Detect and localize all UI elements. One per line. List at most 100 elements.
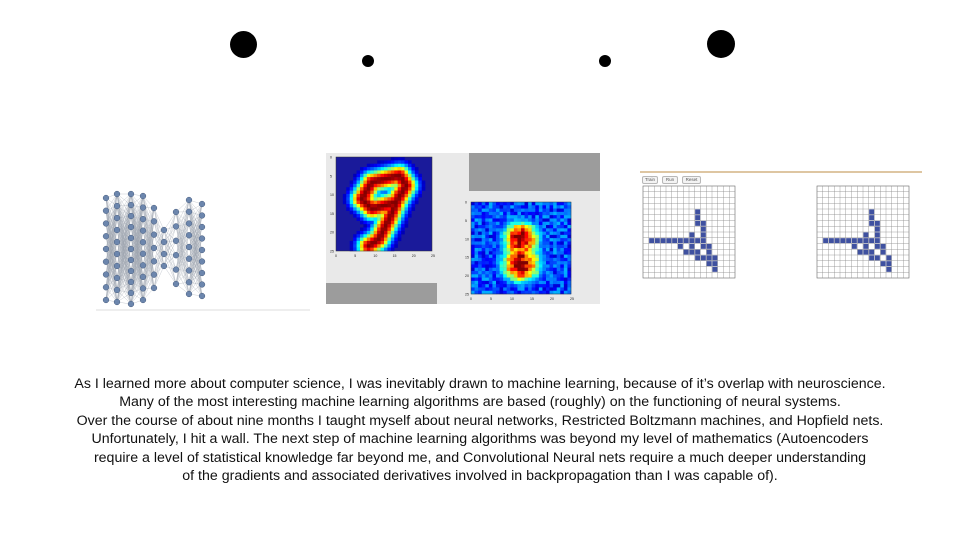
network-node xyxy=(150,218,158,225)
network-node xyxy=(160,226,168,234)
bottom-heatmap-x-tick-label: 10 xyxy=(510,297,514,301)
network-node xyxy=(127,234,135,242)
hopfield-cell xyxy=(677,238,683,244)
hopfield-cell xyxy=(660,238,666,244)
hopfield-cell xyxy=(851,238,857,244)
caption-line: Unfortunately, I hit a wall. The next st… xyxy=(91,431,869,448)
top-heatmap-y-tick-label: 25 xyxy=(330,250,334,254)
hopfield-cell xyxy=(886,266,892,272)
network-node xyxy=(198,235,206,242)
reconstruction-heatmap xyxy=(470,201,572,295)
hopfield-cell xyxy=(706,255,712,261)
hopfield-grids xyxy=(640,171,922,279)
hopfield-cell xyxy=(834,238,840,244)
hopfield-cell xyxy=(863,238,869,244)
hopfield-cell xyxy=(706,261,712,267)
network-node xyxy=(102,284,110,291)
bottom-heatmap-y-tick-label: 15 xyxy=(465,256,469,260)
network-node xyxy=(139,296,147,304)
hopfield-cell xyxy=(672,238,678,244)
hopfield-cell xyxy=(869,255,875,261)
neural-network-figure xyxy=(96,188,310,312)
network-node xyxy=(139,192,147,200)
bottom-heatmap-x-tick-label: 15 xyxy=(530,297,534,301)
hopfield-cell xyxy=(869,209,875,215)
hopfield-cell xyxy=(666,238,672,244)
hopfield-button-train[interactable]: Train xyxy=(642,176,658,184)
network-node xyxy=(198,269,206,277)
bottom-heatmap-y-tick-label: 10 xyxy=(465,237,469,241)
hopfield-cell xyxy=(846,238,852,244)
network-node xyxy=(113,262,121,270)
hopfield-cell xyxy=(712,255,718,261)
hopfield-cell xyxy=(695,220,701,226)
hopfield-cell xyxy=(880,249,886,255)
hopfield-cell xyxy=(700,243,706,249)
hopfield-cell xyxy=(857,238,863,244)
network-node xyxy=(127,212,135,220)
caption-line: Over the course of about nine months I t… xyxy=(76,412,884,429)
top-heatmap-y-tick-label: 5 xyxy=(330,174,332,178)
hopfield-cell xyxy=(677,243,683,249)
network-node xyxy=(172,237,180,244)
network-node xyxy=(172,208,180,216)
hopfield-cell xyxy=(700,255,706,261)
network-node xyxy=(139,250,147,257)
network-node xyxy=(127,201,135,209)
hopfield-cell xyxy=(706,243,712,249)
hopfield-cell xyxy=(649,238,655,244)
hopfield-cell xyxy=(828,238,834,244)
network-node xyxy=(150,284,158,292)
hopfield-cell xyxy=(874,232,880,238)
hopfield-cell xyxy=(863,232,869,238)
network-node xyxy=(127,223,135,231)
network-node xyxy=(172,280,180,288)
bottom-heatmap-y-tick-label: 0 xyxy=(465,201,467,205)
network-node xyxy=(127,190,135,198)
hopfield-cell xyxy=(695,238,701,244)
caption-line: of the gradients and associated derivati… xyxy=(182,468,778,485)
hopfield-input-grid xyxy=(642,185,736,279)
network-node xyxy=(102,220,110,227)
hopfield-cell xyxy=(823,238,829,244)
network-node xyxy=(102,194,110,202)
hopfield-cell xyxy=(689,249,695,255)
network-node xyxy=(102,233,110,240)
bottom-heatmap-x-tick-label: 5 xyxy=(490,297,492,301)
top-heatmap-x-tick-label: 15 xyxy=(393,254,397,258)
network-node xyxy=(113,286,121,294)
network-node xyxy=(185,267,193,274)
hopfield-cell xyxy=(712,261,718,267)
hopfield-cell xyxy=(683,238,689,244)
network-node xyxy=(172,252,180,259)
network-node xyxy=(185,208,193,215)
network-node xyxy=(113,250,121,258)
top-heatmap-y-tick-label: 0 xyxy=(330,156,332,160)
decorative-dot xyxy=(599,55,611,67)
hopfield-cell xyxy=(700,232,706,238)
network-node xyxy=(160,238,168,246)
gray-block xyxy=(326,283,437,304)
network-node xyxy=(150,231,158,238)
hopfield-button-reset[interactable]: Reset xyxy=(682,176,701,184)
top-heatmap-y-tick-label: 15 xyxy=(330,212,334,216)
hopfield-button-run[interactable]: Run xyxy=(662,176,678,184)
neural-network-diagram xyxy=(96,190,310,311)
network-node xyxy=(113,190,121,198)
network-node xyxy=(198,258,206,265)
hopfield-cell xyxy=(689,243,695,249)
hopfield-cell xyxy=(695,249,701,255)
hopfield-cell xyxy=(886,261,892,267)
hopfield-cell xyxy=(863,243,869,249)
hopfield-cell xyxy=(874,243,880,249)
network-node xyxy=(172,223,180,230)
network-node xyxy=(139,262,147,269)
network-node xyxy=(185,243,193,251)
network-connections xyxy=(105,193,203,305)
caption-line: Many of the most interesting machine lea… xyxy=(119,394,841,411)
hopfield-net-figure: Train Run Reset xyxy=(640,170,922,280)
bottom-heatmap-x-tick-label: 25 xyxy=(570,297,574,301)
caption-line: require a level of statistical knowledge… xyxy=(93,449,867,466)
bottom-heatmap-x-tick-label: 20 xyxy=(550,297,554,301)
network-node xyxy=(102,245,110,253)
